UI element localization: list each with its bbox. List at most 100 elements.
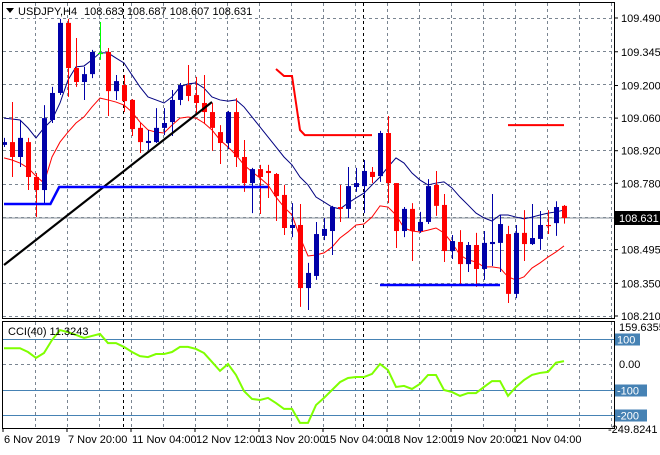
candle (42, 105, 47, 204)
candle-body (370, 171, 375, 178)
candle (18, 119, 23, 167)
candle (546, 210, 551, 235)
candle (162, 108, 167, 136)
cci-plot-area[interactable] (3, 322, 614, 428)
candle-body (42, 118, 47, 191)
candle-body (410, 208, 415, 232)
cci-zero-label: 0.00 (619, 359, 640, 371)
candle-body (530, 238, 535, 245)
candle (322, 217, 327, 241)
candle (122, 75, 127, 113)
time-tick-label: 12 Nov 12:00 (196, 434, 261, 446)
candle (66, 18, 71, 97)
candle-body (130, 99, 135, 130)
candle-body (186, 85, 191, 96)
candle-body (178, 85, 183, 100)
price-axis: 109.490 109.345 109.200 109.060 108.920 108.7… (614, 13, 660, 323)
candle-body (346, 186, 351, 209)
price-tick-label: 108.350 (621, 278, 660, 290)
candle (338, 184, 343, 222)
candle (410, 203, 415, 262)
candle-body (74, 68, 79, 83)
candle-body (154, 127, 159, 143)
price-plot-area[interactable] (2, 3, 614, 318)
candle (258, 164, 263, 215)
time-tick-label: 11 Nov 04:00 (132, 434, 197, 446)
candle (530, 204, 535, 245)
candle (362, 160, 367, 214)
price-tick-label: 108.210 (621, 311, 660, 323)
candle (434, 170, 439, 216)
candle (210, 102, 215, 151)
candle (98, 21, 103, 60)
candle-body (298, 224, 303, 289)
trendline (3, 101, 213, 266)
candle (290, 203, 295, 238)
current-price-tag (615, 210, 660, 225)
candle (554, 201, 559, 236)
candle-body (170, 99, 175, 123)
current-price-label: 108.631 (619, 213, 659, 225)
candle-body (418, 221, 423, 232)
candle-body (362, 170, 367, 187)
candle (538, 211, 543, 250)
candle-body (90, 51, 95, 75)
candle (50, 86, 55, 123)
candle-body (354, 183, 359, 188)
candle-body (258, 169, 263, 178)
candle-body (442, 204, 447, 252)
candle (26, 137, 31, 191)
candle (138, 122, 143, 154)
cci-max-label: 159.6355 (619, 322, 660, 334)
ohlc-readout: 108.683 108.687 108.607 108.631 (84, 6, 252, 18)
candle (490, 194, 495, 266)
candle-body (466, 244, 471, 265)
candle (170, 89, 175, 137)
cci-indicator-label: CCI(40) 11.3243 (8, 326, 89, 338)
candle (522, 210, 527, 262)
candle (114, 75, 119, 100)
time-tick-label: 13 Nov 20:00 (260, 434, 325, 446)
candle-body (490, 241, 495, 245)
candle (298, 204, 303, 307)
candle-body (546, 224, 551, 227)
candle (154, 108, 159, 144)
price-tick-label: 108.920 (621, 146, 660, 158)
candle-body (434, 184, 439, 206)
candle-body (522, 232, 527, 245)
cci-min-label: -249.8241 (608, 424, 658, 436)
candle (514, 224, 519, 299)
candle (106, 48, 111, 117)
candle (306, 262, 311, 310)
candle-body (50, 92, 55, 120)
candle-body (338, 207, 343, 209)
time-tick-label: 18 Nov 12:00 (388, 434, 453, 446)
candle (130, 99, 135, 137)
candle (474, 232, 479, 287)
candle-body (234, 112, 239, 157)
candle (458, 230, 463, 286)
cci-line (4, 328, 565, 424)
candle-body (514, 232, 519, 294)
price-tick-label: 109.345 (621, 47, 660, 59)
candle (274, 173, 279, 222)
candle (442, 194, 447, 262)
time-axis: 6 Nov 2019 7 Nov 20:00 11 Nov 04:00 12 Nov … (2, 428, 581, 446)
candle-body (146, 140, 151, 144)
symbol-menu-triangle-icon[interactable] (6, 8, 14, 13)
candle-body (138, 127, 143, 143)
candle-body (10, 142, 15, 157)
candle (482, 231, 487, 280)
candle-body (106, 51, 111, 92)
candle-body (162, 122, 167, 128)
candle-body (426, 186, 431, 222)
candle-body (562, 205, 567, 218)
candle (194, 76, 199, 113)
candle-body (3, 142, 7, 145)
candle-body (266, 170, 271, 174)
moving-average-blue-line (3, 52, 565, 222)
candle-body (506, 234, 511, 294)
candle-body (290, 224, 295, 228)
candle-body (218, 132, 223, 144)
